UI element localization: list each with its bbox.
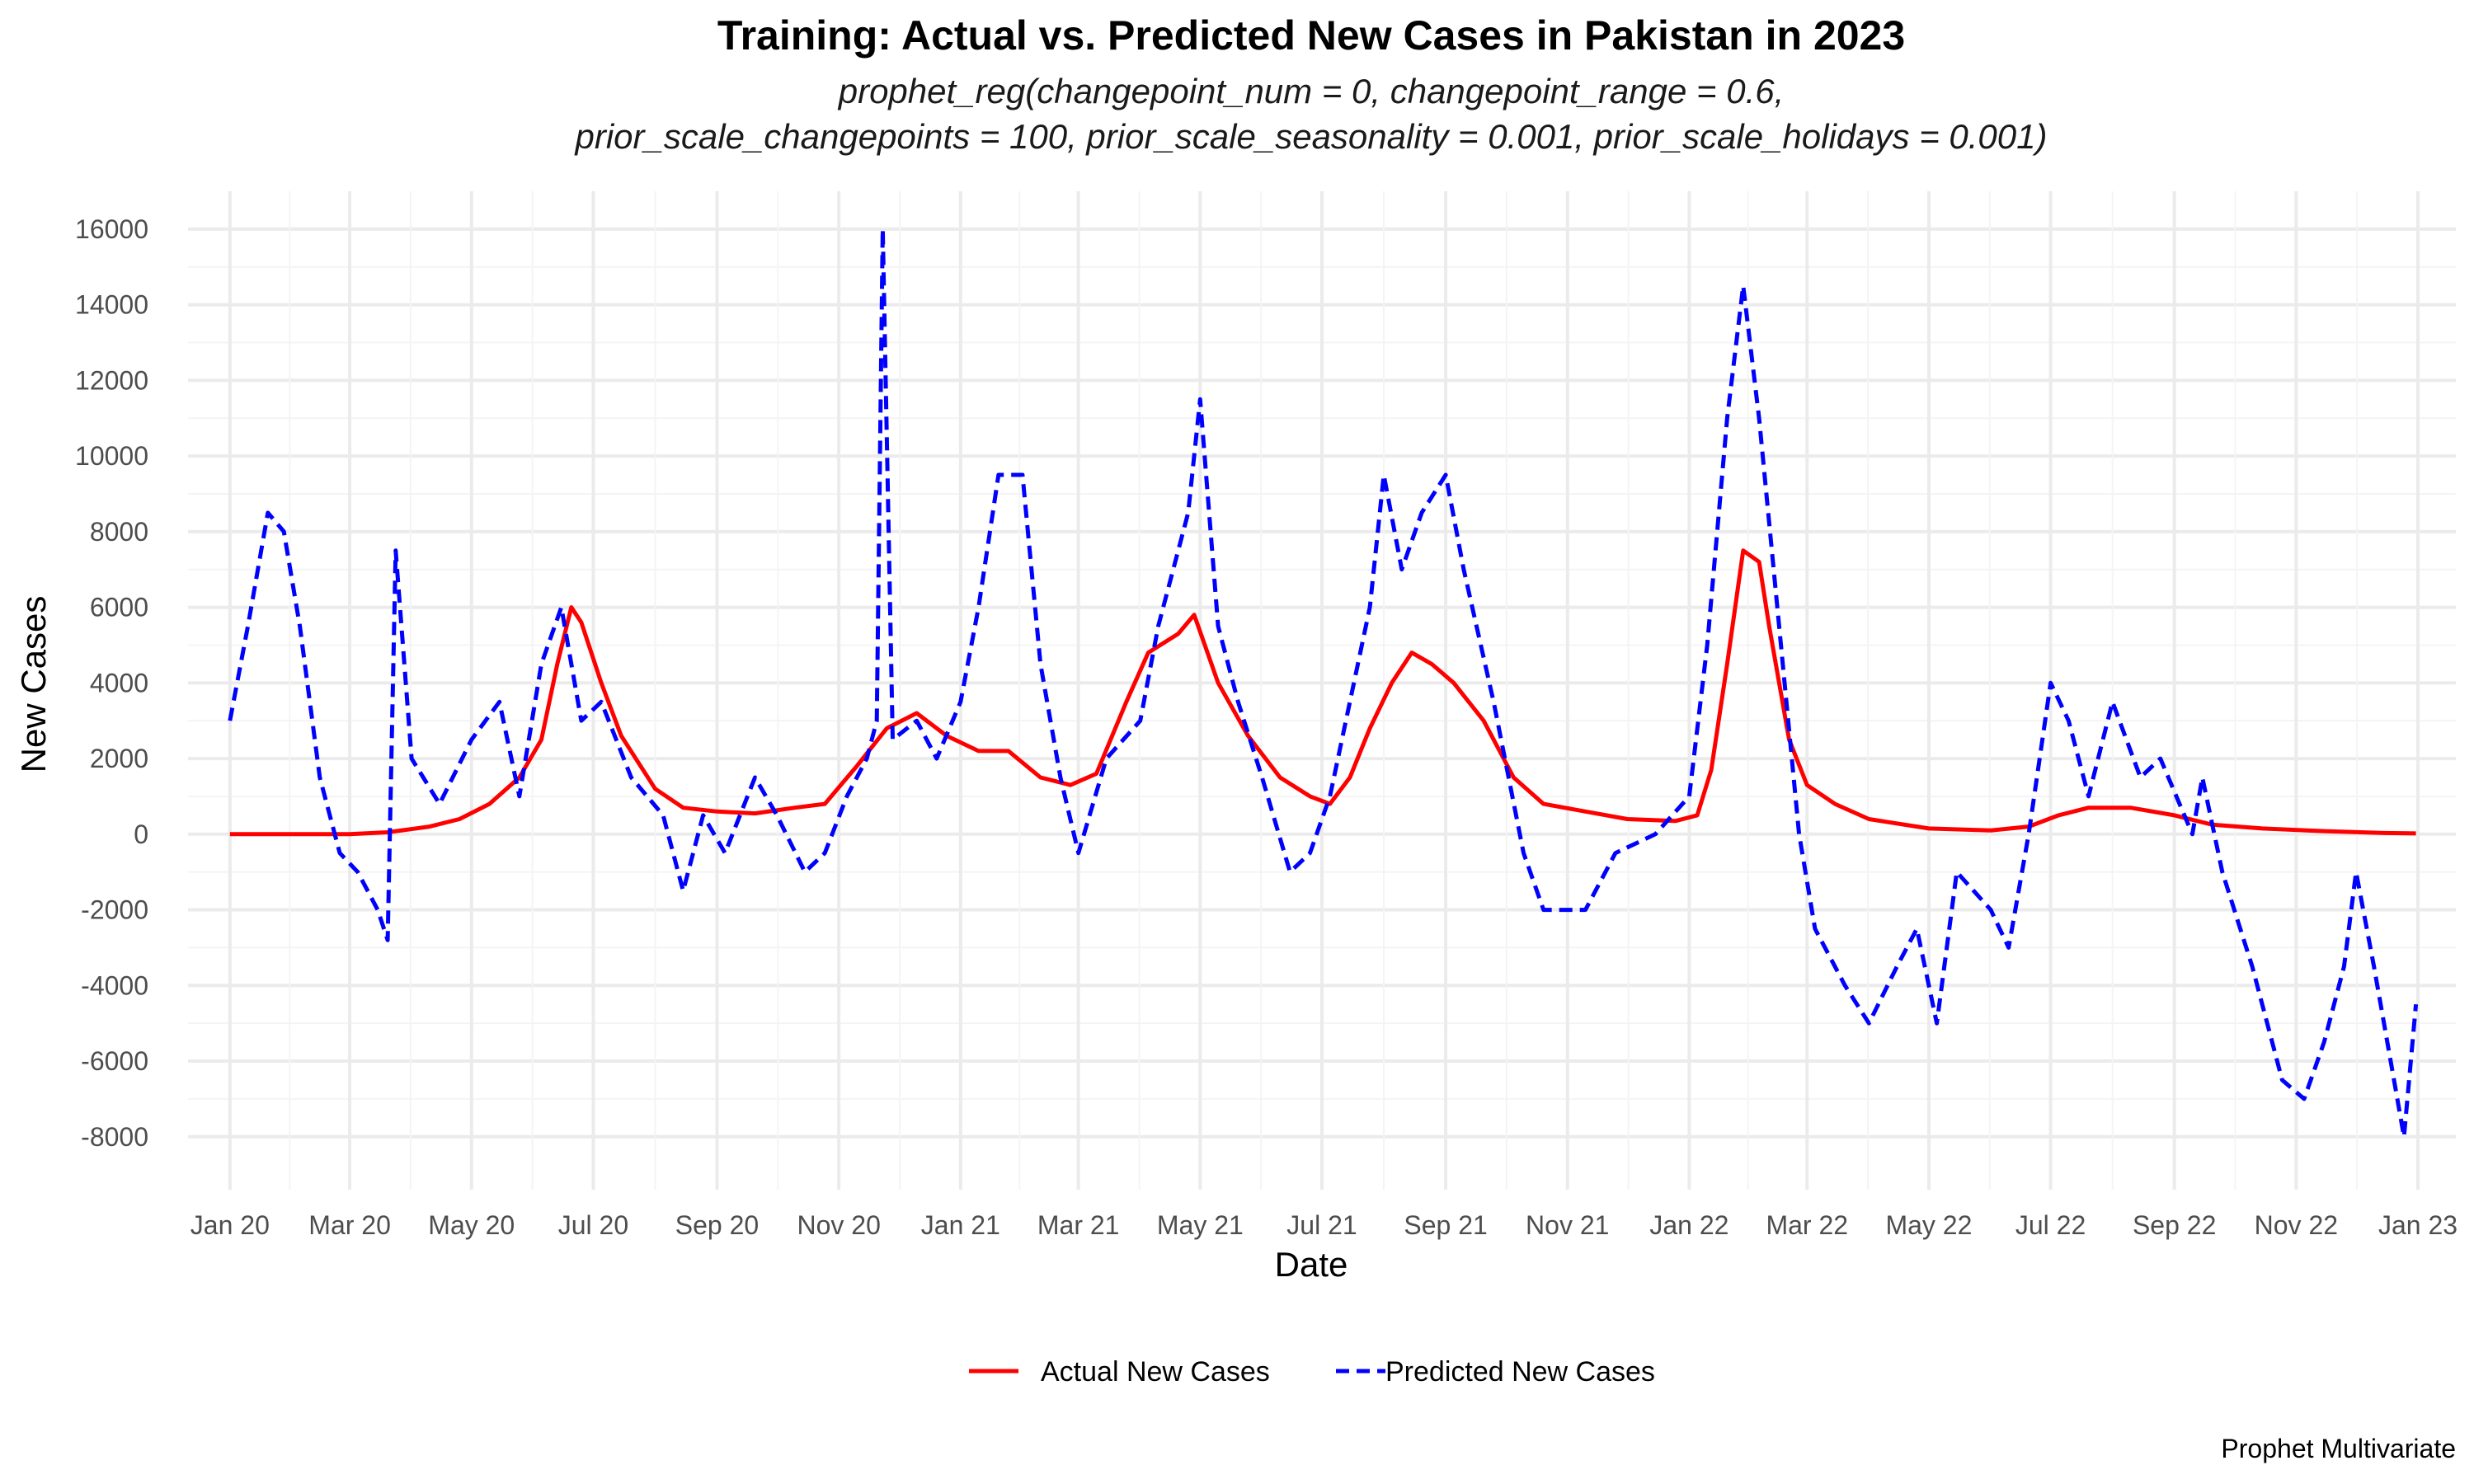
x-tick-label: Nov 22 — [2255, 1210, 2338, 1240]
y-tick-label: -8000 — [81, 1122, 148, 1152]
legend: Actual New Cases Predicted New Cases — [969, 1356, 1655, 1388]
legend-label-actual: Actual New Cases — [1041, 1356, 1270, 1388]
series-line-predicted — [228, 227, 2419, 1139]
x-tick-label: Mar 21 — [1037, 1210, 1120, 1240]
x-tick-label: Jul 20 — [558, 1210, 628, 1240]
x-axis-ticks: Jan 20 Mar 20 May 20 Jul 20 Sep 20 Nov 20 Jan … — [190, 1210, 2458, 1240]
x-tick-label: Jul 22 — [2015, 1210, 2086, 1240]
y-tick-label: 16000 — [75, 214, 148, 244]
x-tick-label: Mar 20 — [308, 1210, 391, 1240]
x-tick-label: Sep 22 — [2133, 1210, 2216, 1240]
y-tick-label: 10000 — [75, 441, 148, 471]
series-lines — [228, 227, 2419, 1139]
y-tick-label: -2000 — [81, 895, 148, 925]
y-tick-label: 2000 — [90, 744, 148, 773]
x-tick-label: Jan 23 — [2378, 1210, 2458, 1240]
x-tick-label: Jul 21 — [1286, 1210, 1357, 1240]
y-axis-title: New Cases — [14, 596, 53, 773]
y-tick-label: 14000 — [75, 290, 148, 320]
y-tick-label: 4000 — [90, 668, 148, 697]
x-tick-label: Sep 20 — [675, 1210, 759, 1240]
x-axis-title: Date — [1275, 1245, 1348, 1284]
x-tick-label: May 22 — [1885, 1210, 1972, 1240]
x-tick-label: May 21 — [1157, 1210, 1244, 1240]
x-tick-label: Mar 22 — [1766, 1210, 1848, 1240]
chart-subtitle-line-2: prior_scale_changepoints = 100, prior_sc… — [574, 117, 2048, 156]
y-tick-label: 8000 — [90, 517, 148, 547]
y-axis-ticks: -8000 -6000 -4000 -2000 0 2000 4000 6000 8000 100… — [75, 214, 148, 1152]
caption: Prophet Multivariate — [2221, 1434, 2456, 1463]
y-tick-label: -4000 — [81, 970, 148, 1000]
x-tick-label: May 20 — [428, 1210, 515, 1240]
y-tick-label: 12000 — [75, 365, 148, 395]
chart-title: Training: Actual vs. Predicted New Cases… — [717, 12, 1905, 59]
x-tick-label: Nov 20 — [797, 1210, 880, 1240]
chart-subtitle-line-1: prophet_reg(changepoint_num = 0, changep… — [837, 72, 1785, 110]
y-tick-label: 6000 — [90, 593, 148, 622]
y-tick-label: -6000 — [81, 1046, 148, 1076]
y-tick-label: 0 — [134, 819, 148, 849]
grid-lines — [188, 191, 2456, 1190]
x-tick-label: Jan 20 — [190, 1210, 270, 1240]
legend-label-predicted: Predicted New Cases — [1385, 1356, 1655, 1388]
x-tick-label: Nov 21 — [1526, 1210, 1609, 1240]
series-line-actual — [229, 548, 2416, 837]
x-tick-label: Sep 21 — [1404, 1210, 1487, 1240]
x-tick-label: Jan 22 — [1649, 1210, 1729, 1240]
x-tick-label: Jan 21 — [921, 1210, 1000, 1240]
